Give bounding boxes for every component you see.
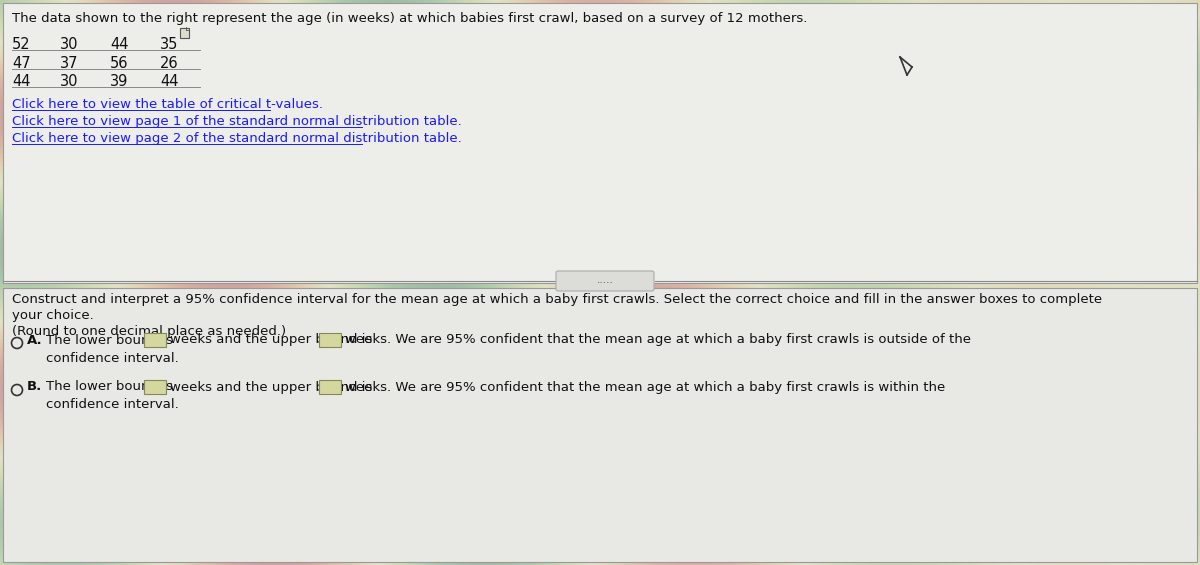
FancyBboxPatch shape bbox=[144, 333, 166, 347]
FancyBboxPatch shape bbox=[180, 28, 190, 38]
Text: 52: 52 bbox=[12, 37, 31, 52]
FancyBboxPatch shape bbox=[556, 271, 654, 291]
FancyBboxPatch shape bbox=[319, 380, 341, 394]
Text: Construct and interpret a 95% confidence interval for the mean age at which a ba: Construct and interpret a 95% confidence… bbox=[12, 293, 1102, 306]
Text: 44: 44 bbox=[110, 37, 128, 52]
FancyBboxPatch shape bbox=[2, 3, 1198, 283]
Text: weeks. We are 95% confident that the mean age at which a baby first crawls is wi: weeks. We are 95% confident that the mea… bbox=[346, 380, 946, 393]
Text: The lower bound is: The lower bound is bbox=[46, 380, 173, 393]
Text: 37: 37 bbox=[60, 56, 78, 71]
Text: A.: A. bbox=[28, 333, 43, 346]
FancyBboxPatch shape bbox=[319, 333, 341, 347]
Text: 30: 30 bbox=[60, 37, 78, 52]
Text: confidence interval.: confidence interval. bbox=[46, 398, 179, 411]
FancyBboxPatch shape bbox=[2, 288, 1198, 562]
Text: Click here to view page 1 of the standard normal distribution table.: Click here to view page 1 of the standar… bbox=[12, 115, 462, 128]
Text: The data shown to the right represent the age (in weeks) at which babies first c: The data shown to the right represent th… bbox=[12, 12, 808, 25]
Text: your choice.: your choice. bbox=[12, 309, 94, 322]
Text: 44: 44 bbox=[160, 74, 179, 89]
Text: (Round to one decimal place as needed.): (Round to one decimal place as needed.) bbox=[12, 325, 286, 338]
FancyBboxPatch shape bbox=[144, 380, 166, 394]
Text: 26: 26 bbox=[160, 56, 179, 71]
Text: Click here to view the table of critical t-values.: Click here to view the table of critical… bbox=[12, 98, 323, 111]
Text: weeks and the upper bound is: weeks and the upper bound is bbox=[169, 380, 372, 393]
Text: confidence interval.: confidence interval. bbox=[46, 351, 179, 364]
Text: 56: 56 bbox=[110, 56, 128, 71]
Text: The lower bound is: The lower bound is bbox=[46, 333, 173, 346]
Text: 47: 47 bbox=[12, 56, 31, 71]
Text: B.: B. bbox=[28, 380, 42, 393]
Text: 30: 30 bbox=[60, 74, 78, 89]
Text: 39: 39 bbox=[110, 74, 128, 89]
Text: weeks and the upper bound is: weeks and the upper bound is bbox=[169, 333, 372, 346]
Text: 35: 35 bbox=[160, 37, 179, 52]
Text: weeks. We are 95% confident that the mean age at which a baby first crawls is ou: weeks. We are 95% confident that the mea… bbox=[346, 333, 971, 346]
Text: 44: 44 bbox=[12, 74, 30, 89]
Text: .....: ..... bbox=[596, 275, 613, 285]
Text: Click here to view page 2 of the standard normal distribution table.: Click here to view page 2 of the standar… bbox=[12, 132, 462, 145]
